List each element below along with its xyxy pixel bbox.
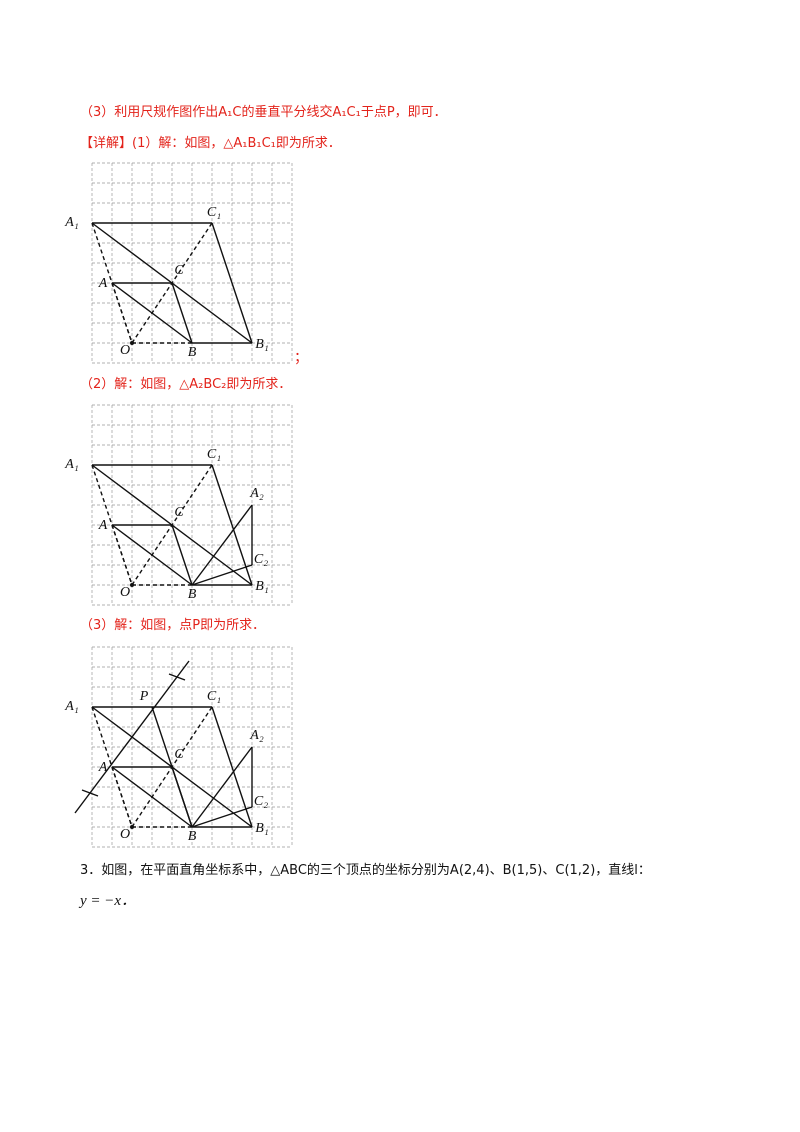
segment: [211, 464, 253, 586]
dashed-segment: [111, 766, 133, 828]
point-label: C: [174, 505, 184, 520]
segment: [191, 564, 253, 586]
text-line: 3．如图，在平面直角坐标系中，△ABC的三个顶点的坐标分别为A(2,4)、B(1…: [80, 863, 651, 878]
dashed-segment: [131, 464, 213, 586]
point-label: A: [98, 760, 108, 775]
point-label: B₁: [255, 579, 268, 594]
bisector: [74, 660, 190, 814]
point-label: B: [188, 587, 197, 602]
segment: [151, 706, 193, 828]
point-label: A₂: [249, 728, 264, 743]
segment: [211, 706, 253, 828]
text-line: 【详解】(1）解：如图，△A₁B₁C₁即为所求．: [80, 136, 341, 151]
point-label: C₁: [207, 447, 221, 462]
text-line: （3）利用尺规作图作出A₁C的垂直平分线交A₁C₁于点P，即可．: [80, 105, 447, 120]
point-label: B: [188, 345, 197, 360]
point-label: A₂: [249, 486, 264, 501]
dashed-segment: [111, 524, 133, 586]
point-label: B₁: [255, 821, 268, 836]
point-label: C: [174, 263, 184, 278]
point-o: [130, 825, 134, 829]
segment: [171, 282, 193, 344]
point-label: C₂: [254, 552, 268, 567]
text-line: （3）解：如图，点P即为所求．: [80, 618, 266, 633]
segment: [191, 504, 253, 586]
segment: [191, 806, 253, 828]
point-o: [130, 341, 134, 345]
point-label: O: [120, 585, 130, 600]
segment: [191, 746, 253, 828]
point-label: A: [98, 518, 108, 533]
point-label: O: [120, 343, 130, 358]
suffix: ；: [294, 351, 308, 366]
text-line: （2）解：如图，△A₂BC₂即为所求．: [80, 377, 292, 392]
segment: [211, 222, 253, 344]
segment: [171, 524, 193, 586]
point-label: C₁: [207, 689, 221, 704]
point-label: A: [98, 276, 108, 291]
dashed-segment: [131, 222, 213, 344]
point-label: C₂: [254, 794, 268, 809]
point-label: A₁: [64, 215, 78, 230]
point-label: A₁: [64, 699, 78, 714]
point-label: A₁: [64, 457, 78, 472]
point-label: P: [139, 689, 149, 704]
point-label: B₁: [255, 337, 268, 352]
point-label: C₁: [207, 205, 221, 220]
point-o: [130, 583, 134, 587]
text-line: y = −x．: [80, 893, 137, 909]
point-label: O: [120, 827, 130, 842]
point-label: C: [174, 747, 184, 762]
dashed-segment: [111, 282, 133, 344]
arc-mark: [81, 789, 99, 797]
point-label: B: [188, 829, 197, 844]
arc-mark: [168, 673, 186, 681]
